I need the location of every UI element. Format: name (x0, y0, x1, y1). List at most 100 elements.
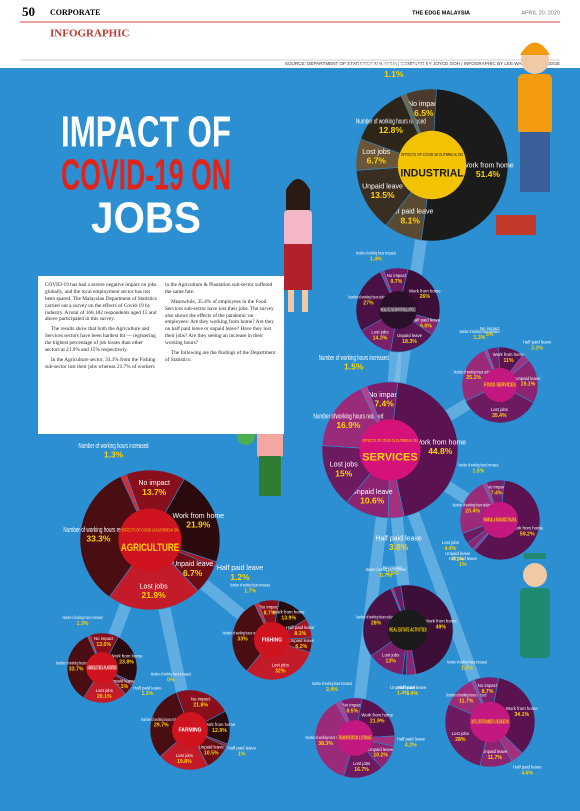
value-label: 20.1% (97, 694, 112, 700)
value-label: 51.4% (476, 169, 501, 179)
value-label: 1.2% (230, 572, 250, 582)
pie-title: FINANCIAL & INSURANCE/ TAKAFUL (483, 517, 516, 523)
value-label: 11% (504, 358, 514, 364)
slice-label: Number of working hours reduced (63, 527, 133, 534)
paragraph: The following are the findings of the De… (165, 349, 276, 363)
value-label: 14.3% (373, 335, 388, 341)
kicker: INFOGRAPHIC (50, 28, 130, 40)
slice-label: Number of working hours increased (366, 567, 406, 572)
pie-slice (125, 469, 185, 541)
slice-label: Work from home (425, 618, 457, 623)
pie-subtitle: EFFECTS OF COVID-19 OUTBREAK ON (122, 528, 179, 533)
slice-label: Number of working hours reduced (223, 631, 263, 636)
slice-label: Unpaid leave (199, 745, 225, 750)
pie-slice (489, 677, 536, 754)
slice-label: Work from home (204, 722, 236, 727)
value-label: 21.9% (370, 718, 385, 724)
value-label: 6.2% (295, 644, 307, 650)
slice-label: Number of working hours increased (151, 671, 191, 676)
pie-title: FISHING (262, 637, 282, 643)
value-label: 11.7% (459, 699, 474, 705)
slice-label: No impact (480, 326, 500, 331)
value-label: 1.3% (141, 691, 153, 697)
value-label: 4.2% (405, 742, 417, 748)
paragraph: The results show that both the Agricultu… (45, 326, 156, 353)
headline: IMPACT OF (61, 108, 231, 157)
value-label: 33.3% (86, 534, 111, 544)
value-label: 27% (363, 300, 374, 306)
pie-center (172, 712, 208, 748)
value-label: 1.7% (244, 588, 256, 594)
pie-slice (108, 539, 199, 611)
value-label: 33.7% (69, 666, 84, 672)
pie-slice (362, 588, 409, 657)
slice-label: Lost jobs (371, 329, 388, 334)
pie-slice (465, 384, 535, 424)
slice-label: Lost jobs (330, 462, 359, 469)
pie-slice (149, 692, 191, 758)
value-label: 21.9% (186, 520, 211, 530)
slice-label: Number of working hours reduced (141, 717, 181, 722)
pie-center (118, 508, 182, 572)
pie-slice (79, 475, 151, 598)
slice-label: Half paid leave (286, 625, 315, 630)
slice-label: Lost jobs (362, 149, 391, 156)
pie-title: SERVICES (362, 452, 417, 464)
value-label: 3.1% (452, 557, 464, 563)
illustration-waitress (284, 179, 312, 312)
value-label: 18.3% (402, 339, 417, 345)
slice-label: Half paid leave (513, 764, 542, 769)
pie-center (387, 609, 429, 651)
slice-label: Number of working hours reduced (356, 615, 396, 620)
slice-label: Half paid leave (398, 685, 427, 690)
pie-subtitle: EFFECTS OF COVID-19 OUTBREAK ON (362, 438, 417, 443)
slice-label: No impact (487, 485, 507, 490)
value-label: 3.2% (531, 346, 543, 352)
value-label: 29.7% (154, 723, 169, 729)
value-label: 8.7% (482, 689, 494, 695)
slice-label: Lost jobs (491, 407, 508, 412)
pie-center (482, 502, 518, 538)
slice-label: Work from home (361, 712, 393, 717)
value-label: 1.3% (77, 621, 89, 627)
pie-center (359, 419, 421, 481)
slice-label: Work from home (493, 352, 525, 357)
article: COVID-19 has had a severe negative impac… (38, 276, 284, 434)
pie-center (482, 367, 518, 403)
slice-label: Number of working hours increased (356, 250, 396, 255)
pie-title: AGRICULTURE & PLANTATION (87, 665, 116, 671)
pie-center (337, 720, 373, 756)
slice-label: Number of working hours increased (63, 615, 103, 620)
pie-slice (231, 603, 273, 672)
value-label: 1.3% (474, 335, 486, 341)
slice-label: No impact (368, 392, 400, 399)
value-label: 15% (335, 468, 352, 478)
slice-label: Number of working hours reduced (306, 735, 346, 740)
value-label: 12.9% (212, 728, 227, 734)
slice-label: Unpaid leave (352, 489, 393, 496)
pie-title: REAL ESTATE ACTIVITIES (389, 627, 427, 633)
value-label: 1.1% (384, 69, 404, 79)
slice-label: Number of working hours increased (230, 582, 270, 587)
value-label: 3.4% (406, 691, 418, 697)
pie-title: AGRICULTURE (121, 542, 179, 554)
slice-label: Work from home (409, 288, 441, 293)
value-label: 8.1% (294, 631, 306, 637)
slice-label: Half paid leave (228, 745, 257, 750)
value-label: 21.8% (193, 702, 208, 708)
value-label: 19.1% (521, 382, 536, 388)
slice-label: Lost jobs (452, 731, 469, 736)
value-label: 10.6% (360, 496, 385, 506)
pie-center (254, 622, 290, 658)
slice-label: Number of working hours reduced (348, 295, 388, 300)
value-label: 10.2% (373, 753, 388, 759)
value-label: 23.8% (119, 660, 134, 666)
section: CORPORATE (50, 8, 101, 17)
